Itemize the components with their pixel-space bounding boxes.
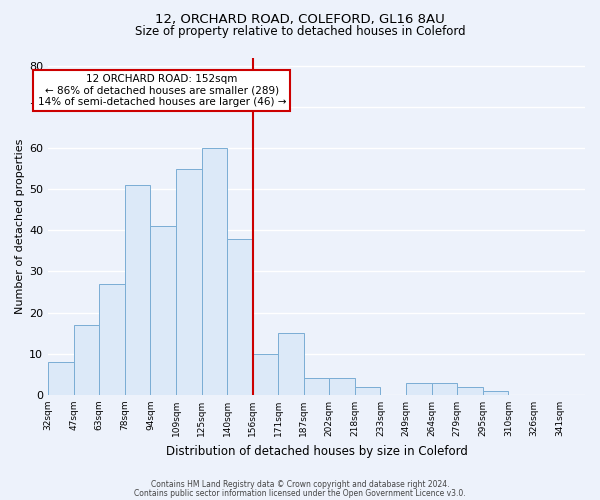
Text: Contains public sector information licensed under the Open Government Licence v3: Contains public sector information licen… xyxy=(134,488,466,498)
Bar xyxy=(431,382,457,395)
X-axis label: Distribution of detached houses by size in Coleford: Distribution of detached houses by size … xyxy=(166,444,467,458)
Bar xyxy=(329,378,355,395)
Bar xyxy=(48,362,74,395)
Bar xyxy=(304,378,329,395)
Text: Contains HM Land Registry data © Crown copyright and database right 2024.: Contains HM Land Registry data © Crown c… xyxy=(151,480,449,489)
Bar xyxy=(125,185,151,395)
Bar xyxy=(227,238,253,395)
Text: 12, ORCHARD ROAD, COLEFORD, GL16 8AU: 12, ORCHARD ROAD, COLEFORD, GL16 8AU xyxy=(155,12,445,26)
Bar xyxy=(406,382,431,395)
Bar xyxy=(278,333,304,395)
Bar xyxy=(202,148,227,395)
Text: 12 ORCHARD ROAD: 152sqm
← 86% of detached houses are smaller (289)
14% of semi-d: 12 ORCHARD ROAD: 152sqm ← 86% of detache… xyxy=(38,74,286,107)
Bar xyxy=(176,168,202,395)
Y-axis label: Number of detached properties: Number of detached properties xyxy=(15,138,25,314)
Bar xyxy=(253,354,278,395)
Bar xyxy=(151,226,176,395)
Text: Size of property relative to detached houses in Coleford: Size of property relative to detached ho… xyxy=(134,25,466,38)
Bar xyxy=(457,386,483,395)
Bar xyxy=(74,325,99,395)
Bar xyxy=(99,284,125,395)
Bar xyxy=(483,391,508,395)
Bar xyxy=(355,386,380,395)
